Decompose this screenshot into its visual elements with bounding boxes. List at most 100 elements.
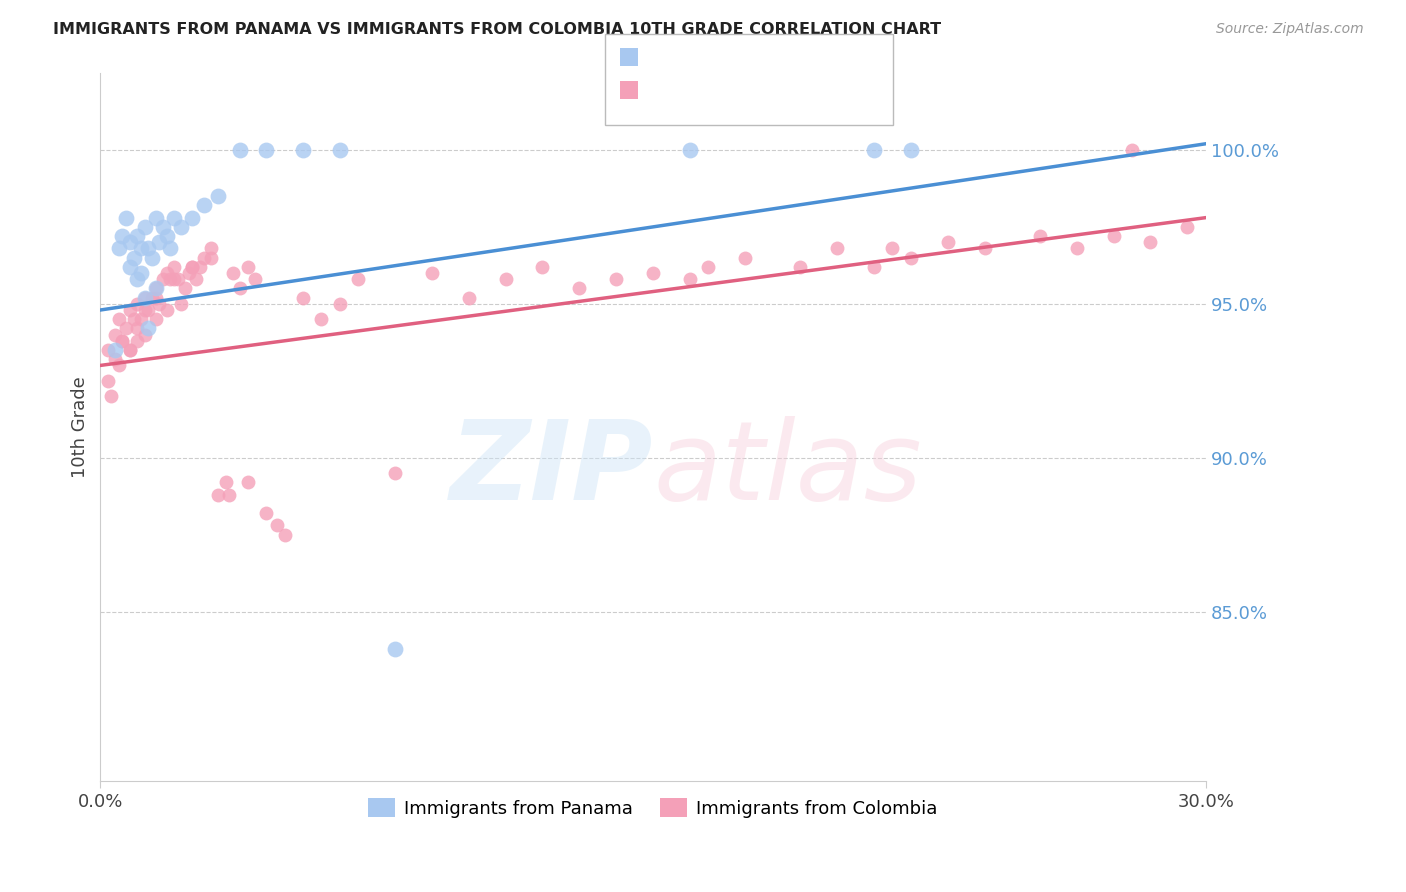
Point (863, 260, 886, 274)
Point (254, 506, 277, 520)
Text: ZIP: ZIP (450, 416, 652, 523)
Point (1102, 229, 1125, 244)
Point (127, 297, 149, 311)
Point (136, 321, 159, 335)
Text: N = 83: N = 83 (749, 85, 807, 103)
Point (882, 242, 904, 256)
Point (291, 143, 314, 157)
Point (156, 266, 179, 280)
Point (1175, 219, 1198, 234)
Point (329, 297, 352, 311)
Text: R = 0.428: R = 0.428 (645, 52, 728, 70)
Point (118, 235, 141, 250)
Point (107, 242, 129, 256)
Point (141, 291, 163, 305)
Point (236, 260, 259, 274)
Point (141, 251, 163, 265)
Point (129, 266, 152, 280)
Point (134, 291, 156, 305)
Y-axis label: 10th Grade: 10th Grade (72, 376, 89, 478)
Point (118, 343, 141, 357)
Point (118, 343, 141, 357)
Point (568, 281, 591, 295)
Point (266, 518, 288, 533)
Point (605, 272, 627, 286)
Point (111, 334, 134, 348)
Legend: Immigrants from Panama, Immigrants from Colombia: Immigrants from Panama, Immigrants from … (361, 791, 945, 825)
Point (420, 266, 443, 280)
Point (229, 143, 252, 157)
Point (1121, 143, 1143, 157)
Point (145, 281, 167, 295)
Point (1066, 242, 1088, 256)
Point (789, 260, 811, 274)
Point (973, 242, 995, 256)
Point (641, 266, 664, 280)
Point (145, 281, 167, 295)
Point (384, 641, 406, 656)
Point (156, 229, 179, 244)
Point (122, 251, 145, 265)
Point (900, 251, 922, 265)
Point (118, 303, 141, 318)
Point (134, 219, 156, 234)
Point (200, 242, 222, 256)
Point (127, 334, 149, 348)
Point (188, 260, 211, 274)
Text: Source: ZipAtlas.com: Source: ZipAtlas.com (1216, 22, 1364, 37)
Point (181, 260, 204, 274)
Point (825, 242, 848, 256)
Point (229, 281, 252, 295)
Point (679, 272, 702, 286)
Text: atlas: atlas (652, 416, 921, 523)
Point (734, 251, 756, 265)
Point (1139, 235, 1161, 250)
Point (145, 312, 167, 326)
Point (311, 312, 333, 326)
Point (170, 219, 193, 234)
Point (329, 143, 352, 157)
Point (900, 143, 922, 157)
Point (97, 343, 120, 357)
Point (254, 143, 277, 157)
Point (134, 303, 156, 318)
Point (166, 272, 188, 286)
Point (531, 260, 554, 274)
Point (236, 475, 259, 490)
Point (679, 143, 702, 157)
Point (200, 251, 222, 265)
Text: R = 0.253: R = 0.253 (645, 85, 728, 103)
Point (457, 291, 479, 305)
Point (129, 312, 152, 326)
Point (136, 303, 159, 318)
Point (347, 272, 370, 286)
Point (163, 272, 186, 286)
Point (697, 260, 720, 274)
Point (97, 374, 120, 388)
Point (118, 260, 141, 274)
Point (863, 143, 886, 157)
Point (291, 291, 314, 305)
Point (129, 242, 152, 256)
Point (1029, 229, 1052, 244)
Point (159, 272, 181, 286)
Point (134, 291, 156, 305)
Point (181, 211, 204, 225)
Point (104, 327, 127, 342)
Point (145, 291, 167, 305)
Point (170, 297, 193, 311)
Text: IMMIGRANTS FROM PANAMA VS IMMIGRANTS FROM COLOMBIA 10TH GRADE CORRELATION CHART: IMMIGRANTS FROM PANAMA VS IMMIGRANTS FRO… (53, 22, 942, 37)
Point (152, 219, 174, 234)
Point (163, 211, 186, 225)
Point (111, 229, 134, 244)
Point (273, 527, 295, 541)
Point (104, 343, 127, 357)
Text: N = 35: N = 35 (749, 52, 807, 70)
Point (222, 266, 245, 280)
Point (936, 235, 959, 250)
Point (384, 466, 406, 480)
Point (127, 272, 149, 286)
Point (107, 312, 129, 326)
Point (214, 475, 236, 490)
Point (148, 235, 170, 250)
